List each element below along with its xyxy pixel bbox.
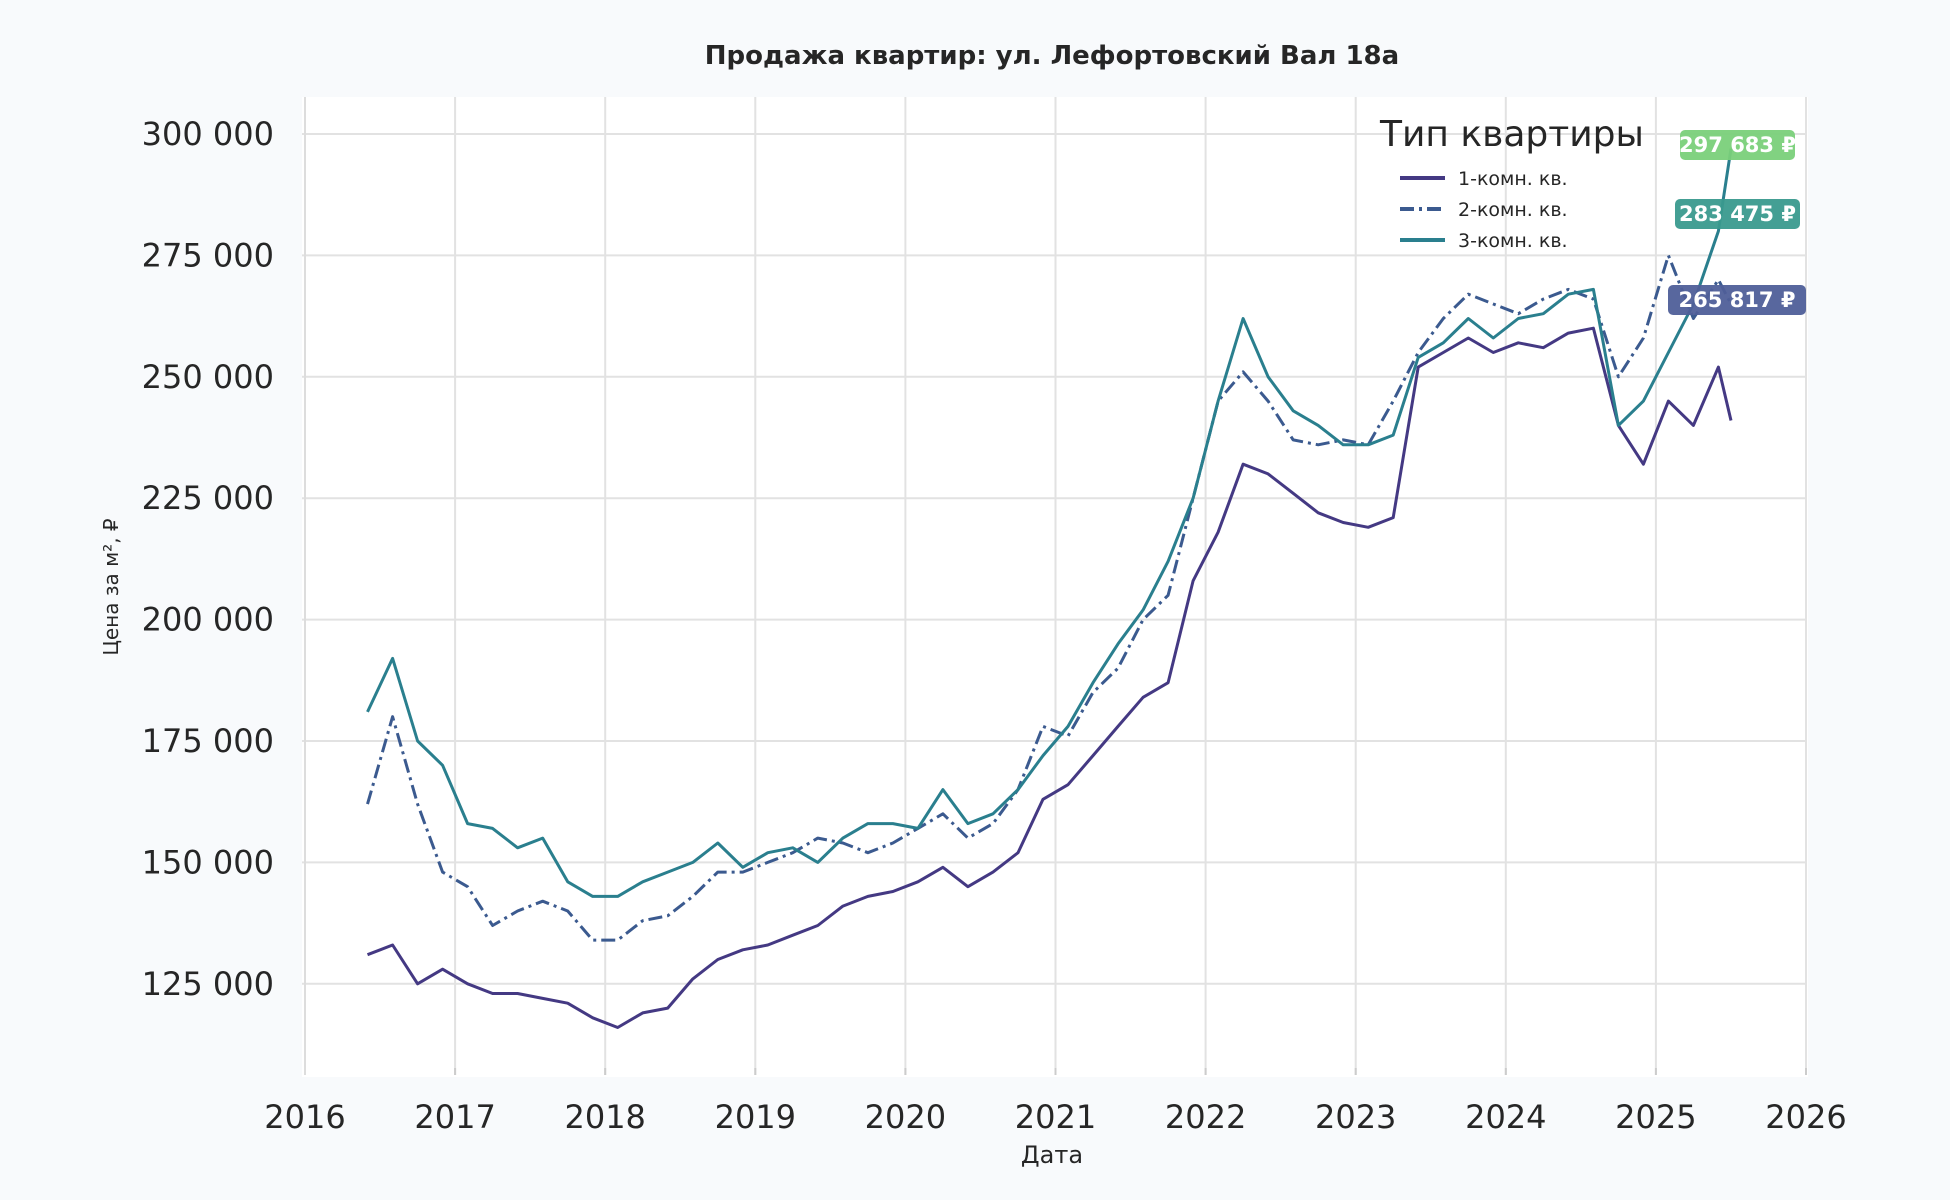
x-tick-label: 2020 [865,1098,946,1136]
series-lines [366,148,1733,1029]
value-labels: 297 683 ₽ 283 475 ₽ 265 817 ₽ [1668,130,1806,315]
x-tick-label: 2019 [715,1098,796,1136]
x-tick-label: 2022 [1165,1098,1246,1136]
x-tick-label: 2026 [1765,1098,1846,1136]
y-tick-label: 125 000 [142,965,274,1003]
legend-label-2: 2-комн. кв. [1458,199,1568,221]
x-tick-label: 2024 [1465,1098,1546,1136]
chart-title: Продажа квартир: ул. Лефортовский Вал 18… [705,41,1399,71]
x-tick-label: 2016 [264,1098,345,1136]
y-tick-label: 250 000 [142,358,274,396]
value-label: 283 475 ₽ [1679,202,1796,226]
y-axis-label: Цена за м², ₽ [99,518,123,656]
x-tick-label: 2017 [414,1098,495,1136]
value-label: 297 683 ₽ [1679,133,1796,157]
series-line-1 [366,326,1733,1029]
y-tick-label: 200 000 [142,601,274,639]
legend: Тип квартиры 1-комн. кв. 2-комн. кв. 3-ком… [1379,114,1644,252]
x-tick-label: 2023 [1315,1098,1396,1136]
y-tick-label: 275 000 [142,236,274,274]
x-tick-label: 2018 [564,1098,645,1136]
value-label-box [1680,130,1795,160]
series-line-3 [366,148,1733,898]
y-tick-label: 175 000 [142,722,274,760]
legend-label-3: 3-комн. кв. [1458,230,1568,252]
x-tick-label: 2025 [1615,1098,1696,1136]
grid [302,97,1807,1075]
y-tick-label: 300 000 [142,115,274,153]
x-axis-label: Дата [1021,1141,1083,1169]
tick-labels: 2016 2017 2018 2019 2020 2021 2022 2023 2024 2025… [142,115,1847,1136]
x-tick-label: 2021 [1015,1098,1096,1136]
legend-title: Тип квартиры [1379,114,1644,155]
legend-label-1: 1-комн. кв. [1458,168,1568,190]
value-label-box [1668,285,1806,315]
value-label-box [1675,199,1800,229]
series-line-2 [366,253,1733,942]
value-label: 265 817 ₽ [1679,288,1796,312]
y-tick-label: 150 000 [142,843,274,881]
y-tick-label: 225 000 [142,479,274,517]
